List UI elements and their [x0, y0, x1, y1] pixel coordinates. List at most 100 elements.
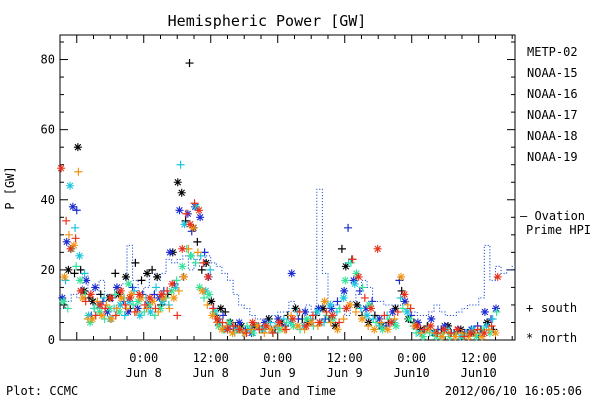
south-marker — [268, 328, 277, 337]
x-tick-date-label: Jun 8 — [126, 366, 162, 380]
x-axis-label: Date and Time — [242, 384, 336, 398]
series-metp-02 — [59, 59, 498, 337]
north-marker — [288, 314, 297, 323]
north-marker — [315, 318, 324, 327]
north-marker — [66, 244, 75, 253]
south-marker — [174, 286, 183, 295]
north-marker — [157, 290, 166, 299]
south-marker — [131, 258, 140, 267]
north-marker — [208, 311, 217, 320]
north-marker — [125, 297, 134, 306]
north-marker — [342, 304, 351, 313]
legend-item: NOAA-16 — [527, 87, 578, 101]
south-marker — [282, 325, 291, 334]
south-marker — [229, 321, 238, 330]
x-tick-date-label: Jun10 — [394, 366, 430, 380]
ovation-legend-line1: – Ovation — [520, 209, 585, 223]
north-marker — [121, 272, 130, 281]
north-marker — [341, 276, 350, 285]
north-marker — [318, 304, 327, 313]
south-marker — [308, 311, 317, 320]
north-marker — [133, 304, 142, 313]
north-marker — [293, 321, 302, 330]
ovation-legend-line2: Prime HPI — [526, 223, 591, 237]
x-tick-date-label: Jun 9 — [327, 366, 363, 380]
south-marker — [322, 307, 331, 316]
north-marker — [237, 321, 246, 330]
south-marker — [129, 300, 138, 309]
north-marker — [391, 304, 400, 313]
south-marker — [197, 265, 206, 274]
north-marker — [146, 307, 155, 316]
south-marker — [150, 290, 159, 299]
north-marker — [483, 318, 492, 327]
south-marker — [377, 318, 386, 327]
north-marker — [340, 286, 349, 295]
north-marker — [205, 290, 214, 299]
south-marker — [273, 321, 282, 330]
north-marker — [136, 293, 145, 302]
north-marker — [375, 314, 384, 323]
south-marker — [150, 311, 159, 320]
north-marker — [365, 300, 374, 309]
north-marker — [262, 321, 271, 330]
south-marker — [112, 304, 121, 313]
north-marker — [302, 314, 311, 323]
south-marker — [176, 160, 185, 169]
marker-legend-south-label: south — [541, 301, 577, 315]
south-marker — [191, 258, 200, 267]
south-marker — [242, 328, 251, 337]
ovation-legend: – Ovation Prime HPI — [520, 209, 591, 237]
south-marker — [492, 307, 501, 316]
north-marker — [88, 314, 97, 323]
north-marker — [275, 325, 284, 334]
north-marker — [352, 269, 361, 278]
north-marker — [440, 321, 449, 330]
north-marker — [207, 297, 216, 306]
north-marker — [217, 325, 226, 334]
footer-timestamp: 2012/06/10 16:05:06 — [445, 384, 582, 398]
south-marker — [200, 248, 209, 257]
north-marker — [485, 328, 494, 337]
south-marker — [199, 258, 208, 267]
north-marker — [112, 283, 121, 292]
south-marker — [246, 325, 255, 334]
north-marker — [333, 325, 342, 334]
north-marker — [195, 206, 204, 215]
south-marker — [487, 321, 496, 330]
south-marker — [446, 328, 455, 337]
north-marker — [397, 272, 406, 281]
y-tick-label: 40 — [41, 193, 55, 207]
north-marker — [196, 213, 205, 222]
north-marker — [274, 314, 283, 323]
north-marker — [387, 318, 396, 327]
south-marker — [406, 304, 415, 313]
north-marker — [64, 265, 73, 274]
plot-frame — [59, 34, 516, 341]
north-marker — [105, 304, 114, 313]
x-tick-time-label: 12:00 — [327, 351, 363, 365]
south-marker — [90, 304, 99, 313]
north-marker — [171, 283, 180, 292]
south-marker — [339, 314, 348, 323]
north-marker — [445, 332, 454, 341]
north-marker — [117, 293, 126, 302]
north-marker — [135, 311, 144, 320]
north-marker — [216, 304, 225, 313]
north-marker — [177, 188, 186, 197]
south-marker — [148, 265, 157, 274]
north-marker — [480, 328, 489, 337]
north-marker — [95, 307, 104, 316]
south-marker — [396, 293, 405, 302]
north-marker — [401, 297, 410, 306]
south-marker — [390, 314, 399, 323]
south-marker — [282, 318, 291, 327]
legend-item: METP-02 — [527, 45, 578, 59]
legend-item: NOAA-18 — [527, 129, 578, 143]
north-marker — [145, 293, 154, 302]
south-marker — [140, 300, 149, 309]
south-marker — [142, 304, 151, 313]
south-marker — [91, 311, 100, 320]
